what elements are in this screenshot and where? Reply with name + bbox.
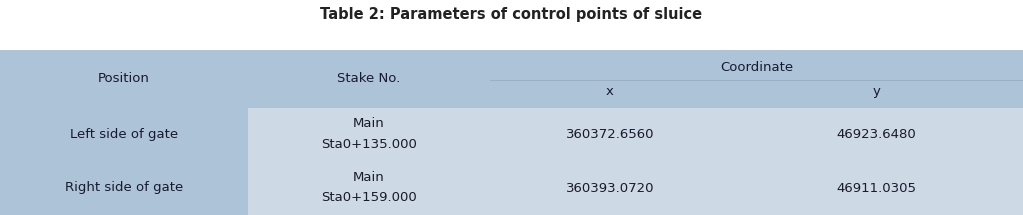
Bar: [0, 50, 1023, 108]
Text: y: y: [873, 85, 881, 98]
Text: Table 2: Parameters of control points of sluice: Table 2: Parameters of control points of…: [320, 7, 703, 22]
Text: Coordinate: Coordinate: [720, 61, 793, 74]
Bar: [0, 161, 248, 215]
Text: Position: Position: [98, 72, 150, 86]
Text: 46911.0305: 46911.0305: [837, 181, 917, 195]
Text: Sta0+135.000: Sta0+135.000: [321, 138, 417, 150]
Text: Sta0+159.000: Sta0+159.000: [321, 191, 417, 204]
Bar: [0, 108, 248, 161]
Text: Right side of gate: Right side of gate: [64, 181, 183, 195]
Text: Left side of gate: Left side of gate: [70, 128, 178, 141]
Text: 46923.6480: 46923.6480: [837, 128, 917, 141]
Text: x: x: [606, 85, 614, 98]
Text: Stake No.: Stake No.: [338, 72, 401, 86]
Text: Main: Main: [353, 171, 385, 184]
Text: 360372.6560: 360372.6560: [566, 128, 655, 141]
Text: 360393.0720: 360393.0720: [566, 181, 655, 195]
Bar: [248, 108, 1023, 161]
Text: Main: Main: [353, 117, 385, 131]
Bar: [248, 161, 1023, 215]
